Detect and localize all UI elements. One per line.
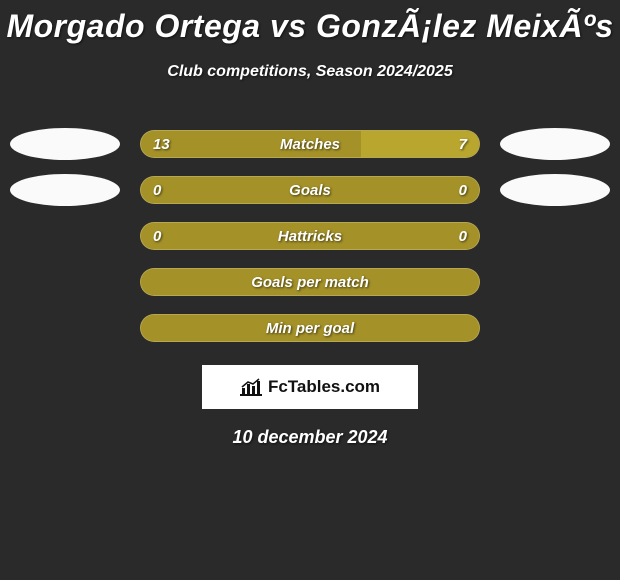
stat-right-value: 0 <box>459 223 467 249</box>
stat-label: Goals <box>141 177 479 203</box>
stat-row: 0 Hattricks 0 <box>0 213 620 259</box>
stat-label: Matches <box>141 131 479 157</box>
stat-row: Goals per match <box>0 259 620 305</box>
stat-bar-hattricks: 0 Hattricks 0 <box>140 222 480 250</box>
page-title: Morgado Ortega vs GonzÃ¡lez MeixÃºs <box>0 8 620 45</box>
player-oval-left <box>10 128 120 160</box>
player-oval-left <box>10 174 120 206</box>
stat-bar-matches: 13 Matches 7 <box>140 130 480 158</box>
stat-right-value: 7 <box>459 131 467 157</box>
player-oval-right <box>500 128 610 160</box>
stat-row: 0 Goals 0 <box>0 167 620 213</box>
stat-right-value: 0 <box>459 177 467 203</box>
chart-icon <box>240 378 262 396</box>
fctables-logo: FcTables.com <box>202 365 418 409</box>
stat-label: Hattricks <box>141 223 479 249</box>
logo-text: FcTables.com <box>268 377 380 397</box>
page-subtitle: Club competitions, Season 2024/2025 <box>0 63 620 81</box>
player-oval-right <box>500 174 610 206</box>
stat-bar-goals-per-match: Goals per match <box>140 268 480 296</box>
page-date: 10 december 2024 <box>0 427 620 448</box>
stat-label: Min per goal <box>141 315 479 341</box>
stat-row: 13 Matches 7 <box>0 121 620 167</box>
stats-rows: 13 Matches 7 0 Goals 0 0 <box>0 121 620 351</box>
stat-bar-goals: 0 Goals 0 <box>140 176 480 204</box>
stat-bar-min-per-goal: Min per goal <box>140 314 480 342</box>
stat-label: Goals per match <box>141 269 479 295</box>
stat-row: Min per goal <box>0 305 620 351</box>
